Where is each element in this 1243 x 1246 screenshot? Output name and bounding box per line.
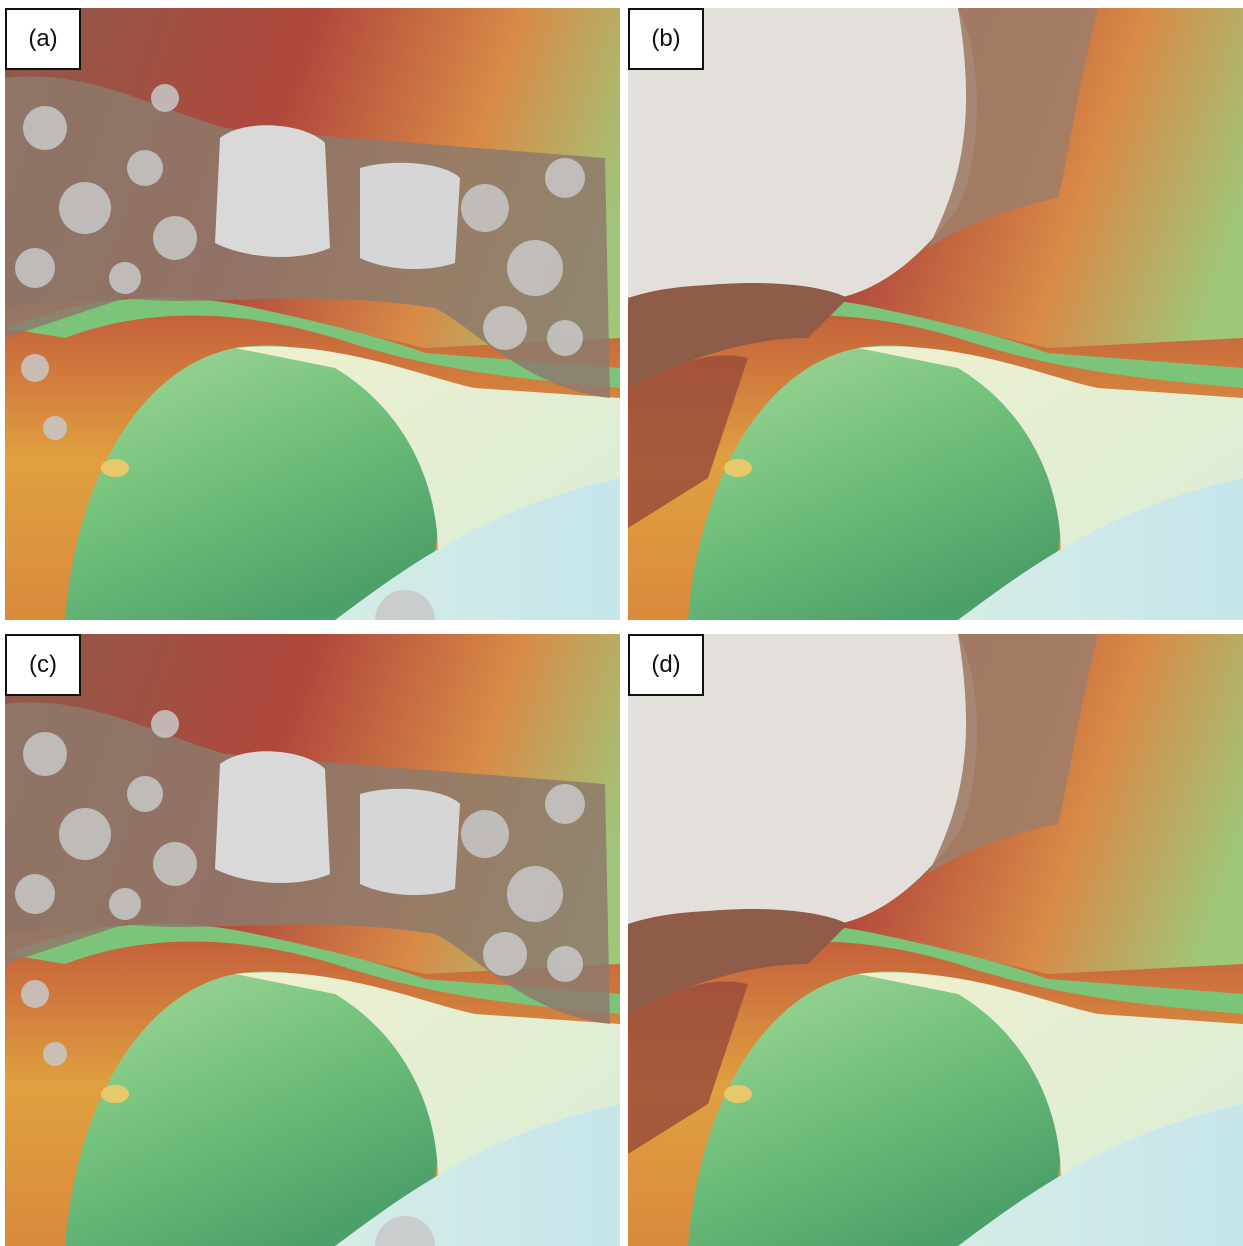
terrain-map [628, 8, 1243, 620]
terrain-panel: (c) [5, 634, 620, 1246]
terrain-map [628, 634, 1243, 1246]
figure: (() => { const data = JSON.parse(documen… [0, 0, 1243, 1245]
terrain-panel: (d) [628, 634, 1243, 1246]
panel-label: (c) [5, 634, 81, 696]
terrain-panel: (a) [5, 8, 620, 620]
panel-label: (b) [628, 8, 704, 70]
panel-label: (d) [628, 634, 704, 696]
terrain-map [5, 8, 620, 620]
terrain-panel: (b) [628, 8, 1243, 620]
panel-label: (a) [5, 8, 81, 70]
terrain-map [5, 634, 620, 1246]
